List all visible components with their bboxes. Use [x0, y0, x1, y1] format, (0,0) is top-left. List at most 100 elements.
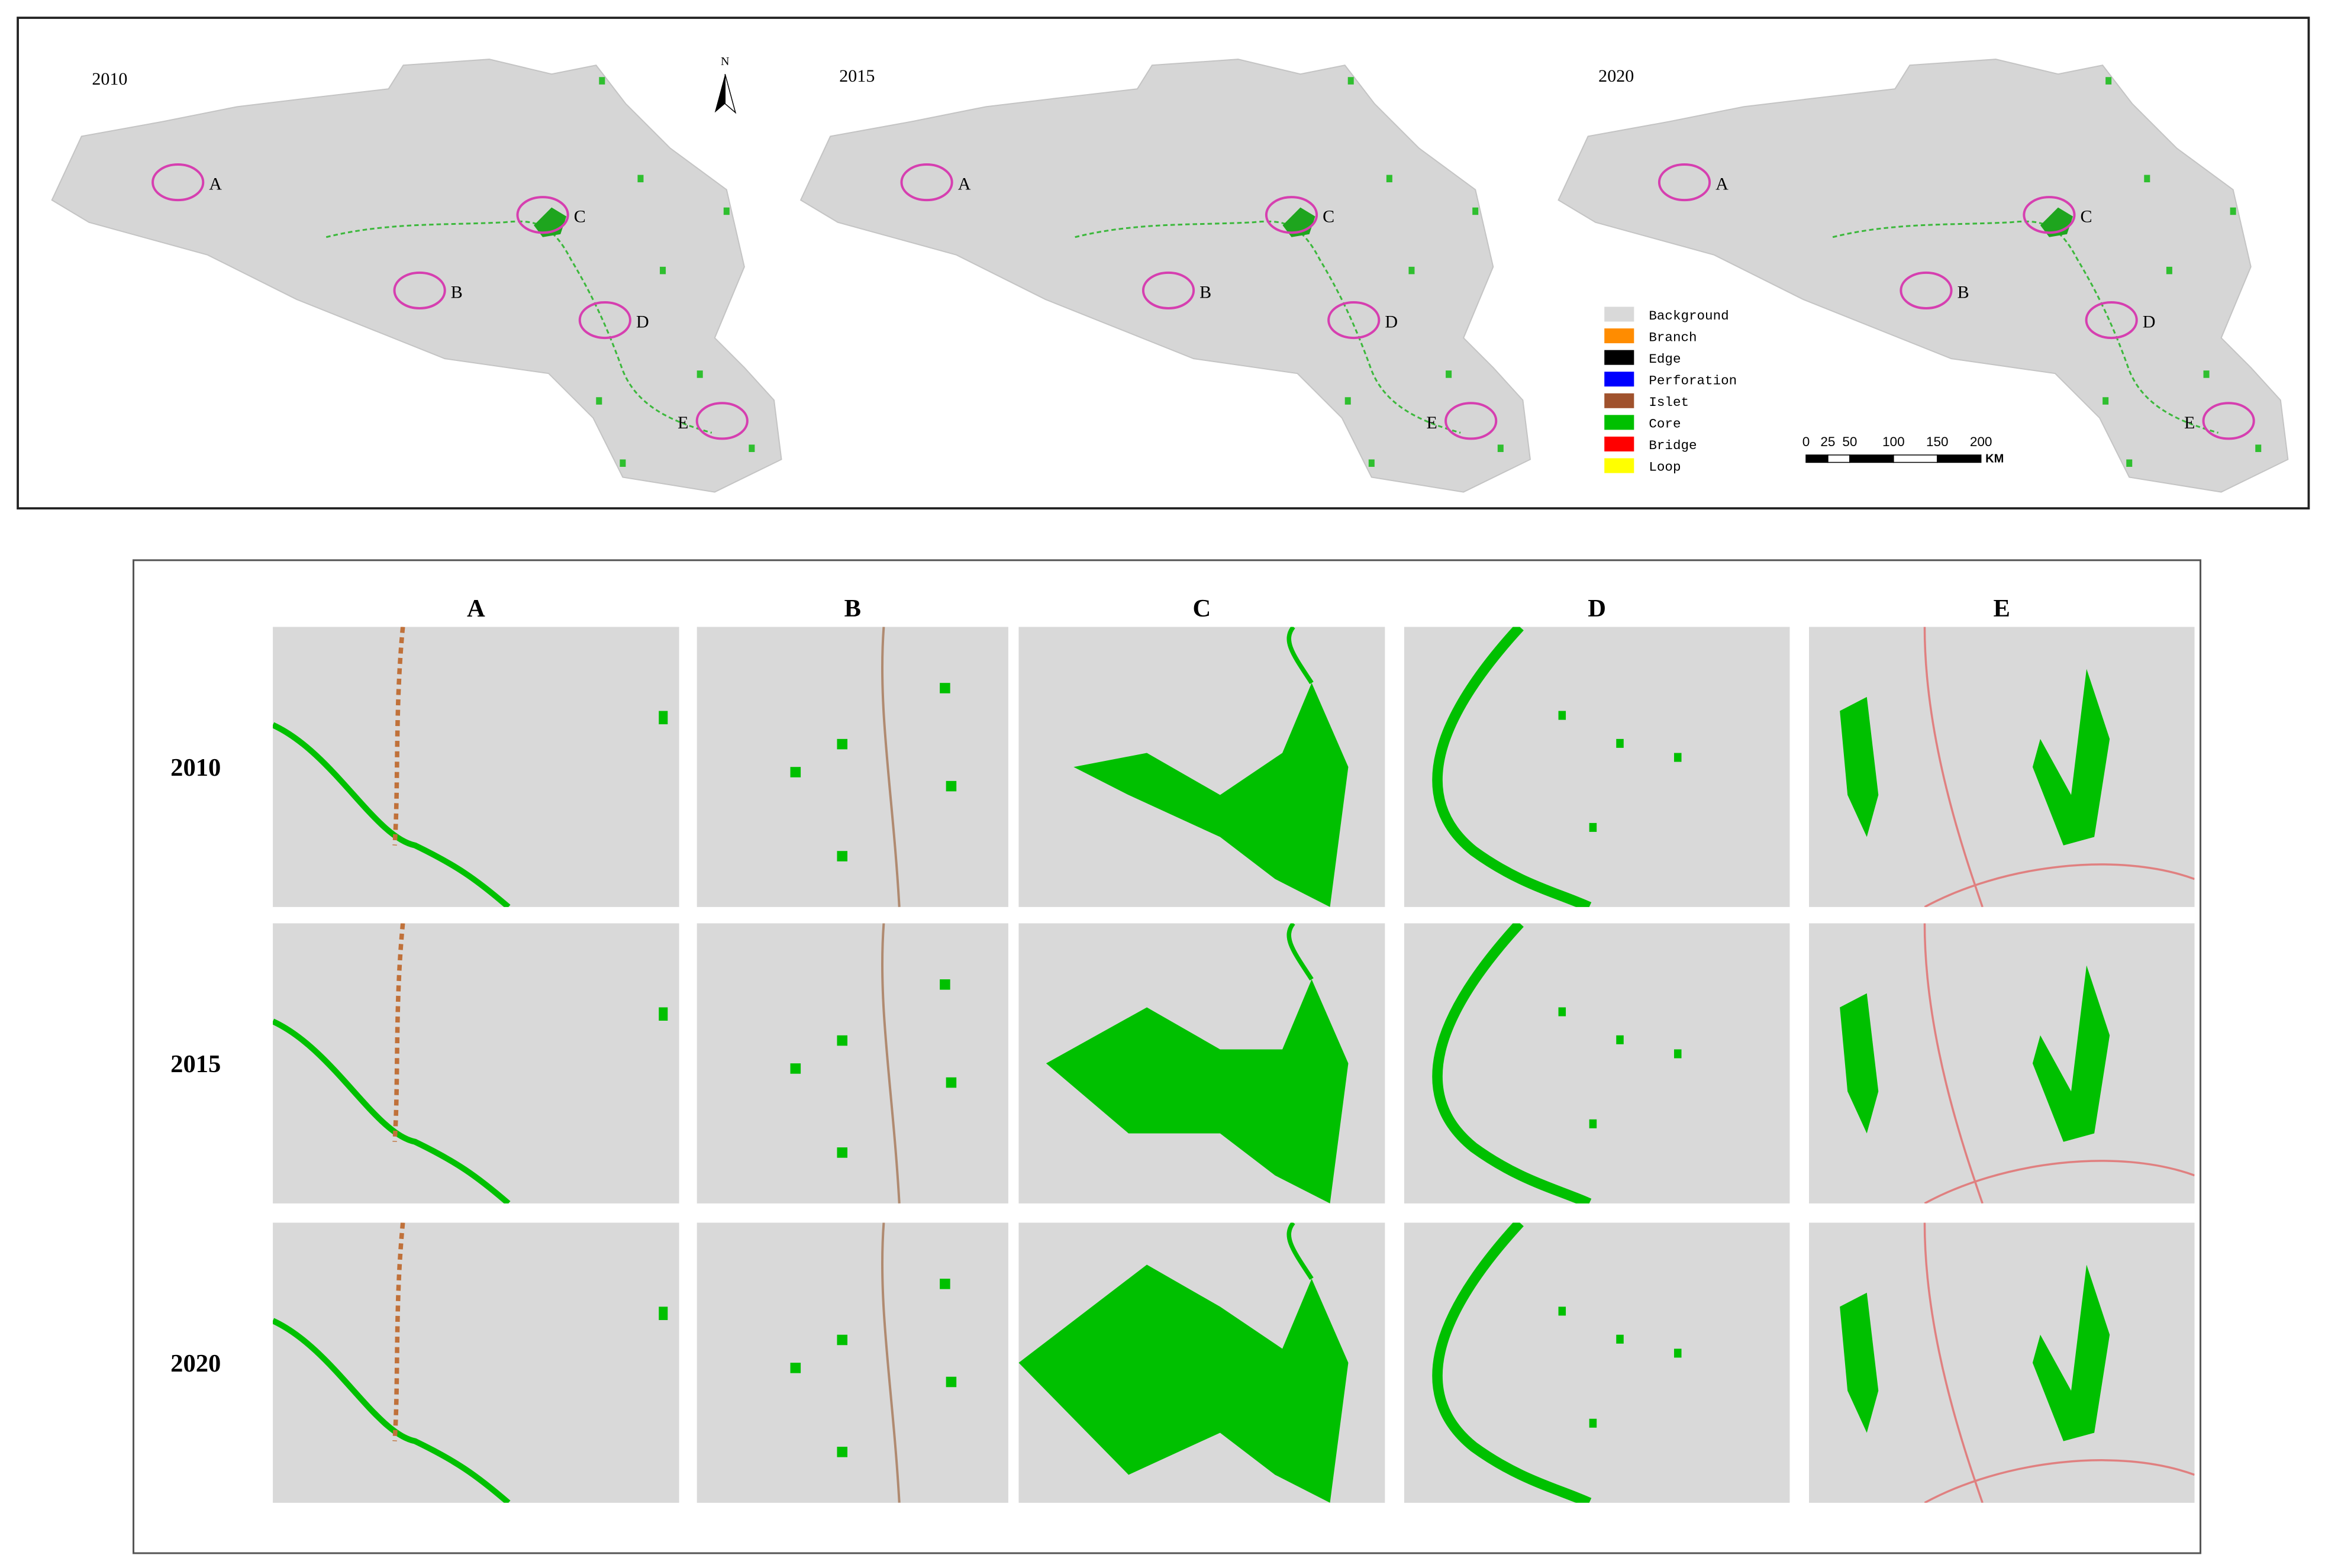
core-lake: [1018, 1264, 1349, 1503]
panel: [1840, 923, 2195, 1204]
site-label: E: [1427, 412, 1437, 433]
bridge-road: [1923, 627, 2195, 907]
site-circle: [1444, 402, 1498, 440]
legend-label: Loop: [1649, 460, 1681, 475]
core-patch: [837, 1334, 848, 1346]
north-label: N: [721, 55, 729, 68]
core-patch-large: [1840, 1292, 1879, 1433]
legend-label: Islet: [1649, 395, 1689, 410]
core-patch: [723, 207, 730, 215]
legend-label: Background: [1649, 308, 1729, 324]
site-label: D: [2143, 312, 2156, 332]
scale-tick-label: 200: [1970, 434, 1992, 449]
site-circle: [1327, 301, 1381, 340]
panel-bg: [273, 627, 679, 907]
branch-river: [881, 627, 901, 907]
core-patch: [1472, 207, 1479, 215]
core-patch: [659, 711, 668, 725]
scale-tick-label: 100: [1882, 434, 1905, 449]
north-arrow-half: [724, 74, 737, 114]
scale-segment: [1893, 454, 1938, 463]
core-patch: [790, 1063, 801, 1074]
river: [325, 220, 712, 434]
core-patch: [2126, 459, 2133, 467]
panel: [1018, 1222, 1349, 1503]
core-patch: [1589, 822, 1597, 832]
map: 2010 A B C D E: [51, 59, 782, 493]
site-label: A: [209, 174, 222, 194]
legend-label: Core: [1649, 417, 1681, 432]
core-patch: [2103, 397, 2109, 405]
legend-swatch: [1604, 458, 1634, 473]
core-patch: [1347, 77, 1354, 85]
scale-tick-label: 0: [1802, 434, 1810, 449]
panel: [273, 1222, 668, 1503]
core-patch: [2255, 444, 2262, 452]
region: [1557, 59, 2289, 493]
core-patch: [659, 1007, 668, 1021]
column-header: D: [1588, 595, 1606, 622]
legend-swatch: [1604, 436, 1634, 451]
legend-label: Perforation: [1649, 373, 1737, 388]
site-label: B: [1199, 282, 1211, 302]
scale-tick-label: 25: [1820, 434, 1835, 449]
core-patch: [1589, 1418, 1597, 1428]
legend-swatch: [1604, 328, 1634, 344]
legend-label: Bridge: [1649, 438, 1697, 453]
core-patch: [1673, 1049, 1682, 1059]
legend-swatch: [1604, 350, 1634, 365]
core-patch: [837, 1147, 848, 1158]
panel-bg: [1404, 627, 1790, 907]
legend-label: Edge: [1649, 351, 1681, 367]
core-patch: [1386, 175, 1392, 183]
region: [799, 59, 1531, 493]
site-circle: [2023, 196, 2076, 234]
core-patch-large: [1840, 696, 1879, 837]
branch-river: [881, 923, 901, 1204]
map: 2020 A B C D E: [1557, 59, 2289, 493]
site-label: C: [574, 207, 586, 227]
core-patch: [790, 1363, 801, 1373]
panel-bg: [273, 923, 679, 1204]
core-patch: [837, 851, 848, 862]
map-year: 2020: [1598, 66, 1634, 86]
site-label: C: [2081, 207, 2092, 227]
core-river: [1432, 923, 1592, 1204]
core-patch: [837, 738, 848, 750]
core-river: [273, 1018, 511, 1204]
core-patch: [599, 77, 605, 85]
map: 2015 A B C D E: [799, 59, 1531, 493]
core-patch: [1368, 459, 1375, 467]
core-patch: [749, 444, 755, 452]
core-lake: [1046, 979, 1349, 1204]
core-patch: [940, 1279, 950, 1289]
branch-river: [392, 923, 405, 1142]
core-patch-large: [2032, 669, 2110, 846]
scale-tick-label: 50: [1842, 434, 1857, 449]
core-patch: [1673, 753, 1682, 762]
map-year: 2010: [92, 69, 127, 89]
scale-unit: KM: [1985, 452, 2004, 465]
core-patch: [696, 370, 703, 378]
site-circle: [2202, 402, 2255, 440]
legend-label: Branch: [1649, 330, 1697, 345]
core-patch: [1446, 370, 1452, 378]
panel: [1046, 923, 1349, 1204]
core-patch: [946, 1077, 957, 1088]
core-patch: [1616, 738, 1624, 748]
site-label: E: [678, 412, 688, 433]
site-label: A: [958, 174, 971, 194]
row-header: 2010: [170, 754, 221, 782]
site-circle: [516, 196, 569, 234]
site-circle: [1141, 271, 1195, 309]
core-patch: [596, 397, 602, 405]
panel: [1432, 1222, 1682, 1503]
site-circle: [578, 301, 631, 340]
core-patch: [2203, 370, 2210, 378]
core-patch: [940, 683, 950, 693]
core-lake: [1073, 683, 1349, 907]
core-patch: [2166, 266, 2172, 275]
core-patch: [1558, 1306, 1566, 1316]
